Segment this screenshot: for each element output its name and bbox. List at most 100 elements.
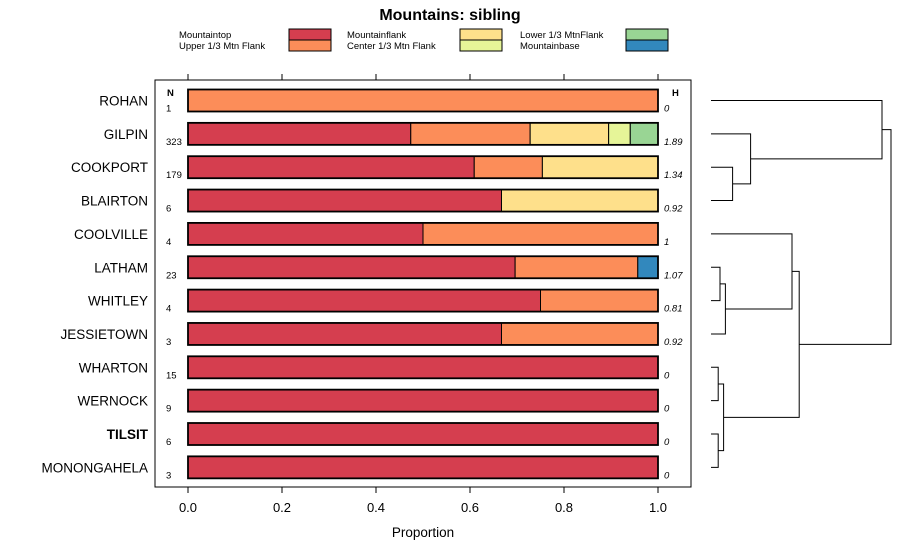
bar-latham-upper-1-3-mtn-flank [514,255,639,279]
bar-coolville-upper-1-3-mtn-flank [422,222,659,246]
row-label-cookport: COOKPORT [71,160,148,175]
row-label-rohan: ROHAN [99,94,148,109]
h-column-header: H [672,88,679,99]
bar-outline-tilsit [187,422,659,446]
n-value-cookport: 179 [166,170,182,181]
dendrogram-branch-4 [711,283,726,335]
bar-outline-blairton [187,188,659,213]
row-label-monongahela: MONONGAHELA [41,460,148,475]
bar-outline-cookport [187,155,659,180]
row-label-whitley: WHITLEY [88,294,148,309]
legend-swatch-mountaintop [288,28,332,41]
n-value-coolville: 4 [166,237,171,248]
h-value-gilpin: 1.89 [664,137,683,148]
x-tick-label-4: 0.8 [555,500,573,515]
n-value-jessietown: 3 [166,337,171,348]
h-value-monongahela: 0 [664,470,670,481]
bar-whitley-upper-1-3-mtn-flank [540,289,659,313]
dendrogram [711,100,892,468]
row-label-gilpin: GILPIN [104,127,148,142]
h-value-whitley: 0.81 [664,304,683,315]
legend-swatch-mountainbase [625,39,669,52]
h-value-cookport: 1.34 [664,170,683,181]
bar-wernock-mountaintop [187,389,659,413]
bar-gilpin-mountaintop [187,122,412,146]
x-tick-label-0: 0.0 [179,500,197,515]
bar-cookport-upper-1-3-mtn-flank [473,155,543,179]
bar-outline-wernock [187,388,659,413]
dendrogram-branch-7 [711,433,719,468]
bar-blairton-mountaintop [187,189,502,213]
legend-swatch-upper-1-3-mtn-flank [288,39,332,52]
row-label-coolville: COOLVILLE [74,227,148,242]
row-label-latham: LATHAM [94,260,148,275]
n-value-latham: 23 [166,270,177,281]
dendrogram-branch-5 [711,233,793,310]
bar-coolville-mountaintop [187,222,424,246]
bar-rows: ROHAN 1 0 GILPIN 3 23 1.89 COOKPORT 179 1.34 BLAIR… [41,88,683,481]
bar-whitley-mountaintop [187,289,541,313]
dendrogram-branch-9 [723,270,800,418]
legend-label-upper-1-3-mtn-flank: Upper 1/3 Mtn Flank [179,41,265,52]
dendrogram-branch-1 [711,133,752,185]
bar-jessietown-upper-1-3-mtn-flank [500,322,659,346]
bar-rohan-upper-1-3-mtn-flank [187,89,659,112]
n-value-rohan: 1 [166,104,171,115]
n-value-tilsit: 6 [166,437,171,448]
x-tick-label-2: 0.4 [367,500,385,515]
h-value-jessietown: 0.92 [664,337,683,348]
legend-label-mountainflank: Mountainflank [347,30,406,41]
bar-outline-wharton [187,355,659,380]
bar-cookport-mountainflank [541,155,659,179]
bar-blairton-mountainflank [500,189,659,213]
bar-cookport-mountaintop [187,155,475,179]
row-label-tilsit: TILSIT [107,427,149,442]
legend-label-lower-1-3-mtnflank: Lower 1/3 MtnFlank [520,30,604,41]
bar-gilpin-upper-1-3-mtn-flank [410,122,531,146]
row-label-wernock: WERNOCK [78,394,149,409]
n-value-blairton: 6 [166,204,171,215]
n-column-header: N [167,88,174,99]
bar-outline-whitley [187,288,659,313]
bar-gilpin-center-1-3-mtn-flank [608,122,631,146]
legend-swatch-lower-1-3-mtnflank [625,28,669,41]
row-label-blairton: BLAIRTON [81,194,148,209]
bar-outline-jessietown [187,322,659,346]
h-value-blairton: 0.92 [664,204,683,215]
n-value-wharton: 15 [166,370,177,381]
legend-label-mountainbase: Mountainbase [520,41,580,52]
n-value-monongahela: 3 [166,470,171,481]
h-value-wharton: 0 [664,370,670,381]
bar-outline-rohan [187,88,659,113]
bar-gilpin-lower-1-3-mtnflank [629,122,659,146]
x-tick-label-3: 0.6 [461,500,479,515]
h-value-rohan: 0 [664,104,670,115]
bar-latham-mountaintop [187,255,516,279]
dendrogram-branch-6 [711,366,719,402]
dendrogram-branch-10 [799,129,892,345]
dendrogram-branch-8 [718,383,725,452]
h-value-wernock: 0 [664,404,670,415]
bar-wharton-mountaintop [187,355,659,379]
bar-monongahela-mountaintop [187,455,659,479]
row-label-jessietown: JESSIETOWN [60,327,148,342]
bar-outline-monongahela [187,455,659,480]
dendrogram-branch-2 [711,100,883,160]
dendrogram-branch-3 [711,266,721,302]
bar-gilpin-mountainflank [529,122,610,146]
bar-jessietown-mountaintop [187,322,502,346]
bar-outline-coolville [187,221,659,246]
plot-frame [154,79,692,488]
chart-title: Mountains: sibling [379,7,520,24]
bar-tilsit-mountaintop [187,422,659,446]
h-value-coolville: 1 [664,237,669,248]
h-value-latham: 1.07 [664,270,683,281]
bar-outline-latham [187,255,659,280]
legend-label-center-1-3-mtn-flank: Center 1/3 Mtn Flank [347,41,436,52]
bar-outline-gilpin [187,121,659,146]
legend-swatch-mountainflank [459,28,503,41]
n-value-wernock: 9 [166,404,171,415]
h-value-tilsit: 0 [664,437,670,448]
